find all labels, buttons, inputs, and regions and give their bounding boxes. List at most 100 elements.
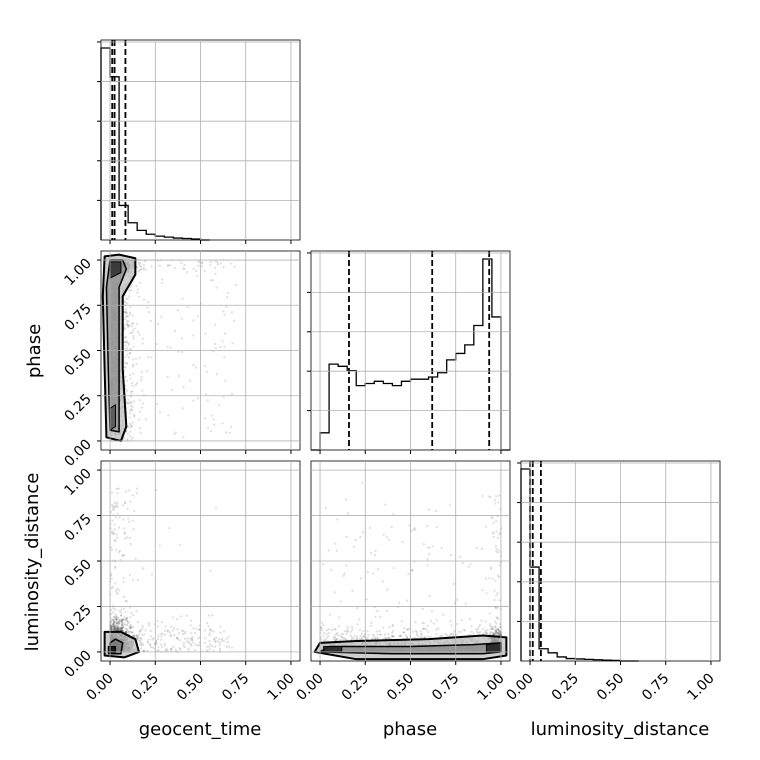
sample-point — [136, 620, 140, 624]
sample-point — [477, 625, 480, 628]
sample-point — [128, 289, 131, 292]
sample-point — [112, 626, 115, 630]
sample-point — [128, 520, 131, 523]
sample-point — [342, 632, 345, 635]
sample-point — [414, 528, 417, 531]
sample-point — [181, 629, 184, 632]
sample-point — [124, 630, 128, 633]
sample-point — [125, 336, 128, 339]
sample-point — [472, 632, 475, 635]
sample-point — [117, 526, 121, 529]
sample-point — [469, 563, 472, 566]
sample-point — [158, 410, 162, 414]
sample-point — [169, 647, 173, 650]
sample-point — [210, 629, 213, 632]
sample-point — [494, 629, 497, 632]
sample-point — [116, 624, 120, 628]
sample-point — [203, 641, 207, 644]
sample-point — [139, 431, 142, 434]
sample-point — [140, 379, 143, 382]
sample-point — [213, 637, 216, 640]
sample-point — [117, 626, 120, 629]
sample-point — [110, 626, 113, 629]
sample-point — [205, 370, 209, 373]
sample-point — [214, 506, 218, 509]
sample-point — [325, 628, 329, 632]
sample-point — [121, 618, 124, 621]
sample-point — [117, 487, 120, 490]
sample-point — [156, 322, 160, 326]
sample-point — [366, 636, 369, 639]
sample-point — [223, 332, 227, 335]
sample-point — [129, 311, 132, 314]
sample-point — [218, 648, 222, 651]
sample-point — [144, 418, 148, 421]
sample-point — [346, 630, 350, 633]
sample-point — [496, 616, 499, 619]
sample-point — [218, 643, 221, 647]
sample-point — [148, 638, 151, 641]
sample-point — [114, 608, 117, 611]
sample-point — [222, 395, 225, 398]
x-tick-label: 0.25 — [129, 671, 162, 704]
sample-point — [385, 637, 388, 640]
sample-point — [204, 393, 208, 396]
sample-point — [467, 633, 470, 636]
sample-point — [484, 620, 487, 623]
sample-point — [498, 533, 501, 536]
sample-point — [137, 633, 140, 636]
sample-point — [200, 261, 204, 264]
sample-point — [120, 624, 124, 627]
sample-point — [351, 628, 354, 631]
sample-point — [123, 616, 126, 619]
sample-point — [495, 547, 498, 550]
sample-point — [366, 629, 369, 633]
sample-point — [323, 631, 326, 634]
sample-point — [181, 633, 184, 636]
sample-point — [185, 270, 189, 274]
sample-point — [139, 628, 143, 632]
sample-point — [187, 647, 190, 650]
sample-point — [114, 628, 117, 631]
sample-point — [172, 616, 175, 619]
sample-point — [113, 627, 116, 631]
sample-point — [320, 621, 324, 624]
sample-point — [177, 374, 181, 378]
sample-point — [147, 301, 150, 304]
sample-point — [379, 615, 382, 619]
sample-point — [138, 630, 141, 633]
sample-point — [129, 305, 132, 308]
sample-point — [216, 261, 219, 264]
sample-point — [137, 261, 140, 265]
sample-point — [115, 627, 118, 630]
sample-point — [490, 567, 493, 570]
sample-point — [481, 494, 484, 498]
sample-point — [220, 637, 223, 640]
sample-point — [223, 356, 226, 359]
sample-point — [110, 491, 113, 494]
sample-point — [125, 362, 128, 365]
sample-point — [112, 626, 116, 630]
sample-point — [142, 266, 145, 270]
sample-point — [112, 615, 115, 619]
sample-point — [494, 544, 498, 548]
sample-point — [324, 638, 328, 641]
sample-point — [138, 639, 142, 642]
sample-point — [322, 634, 325, 637]
sample-point — [170, 625, 173, 628]
x-tick-label: 0.50 — [594, 671, 627, 704]
sample-point — [214, 640, 217, 643]
sample-point — [462, 628, 465, 631]
sample-point — [421, 628, 424, 631]
sample-point — [133, 634, 136, 637]
sample-point — [122, 595, 126, 598]
sample-point — [125, 630, 128, 634]
sample-point — [126, 362, 129, 365]
sample-point — [189, 632, 193, 635]
sample-point — [139, 261, 142, 264]
sample-point — [114, 625, 117, 628]
sample-point — [221, 340, 224, 343]
sample-point — [122, 504, 125, 507]
sample-point — [142, 649, 145, 652]
sample-point — [435, 509, 438, 513]
